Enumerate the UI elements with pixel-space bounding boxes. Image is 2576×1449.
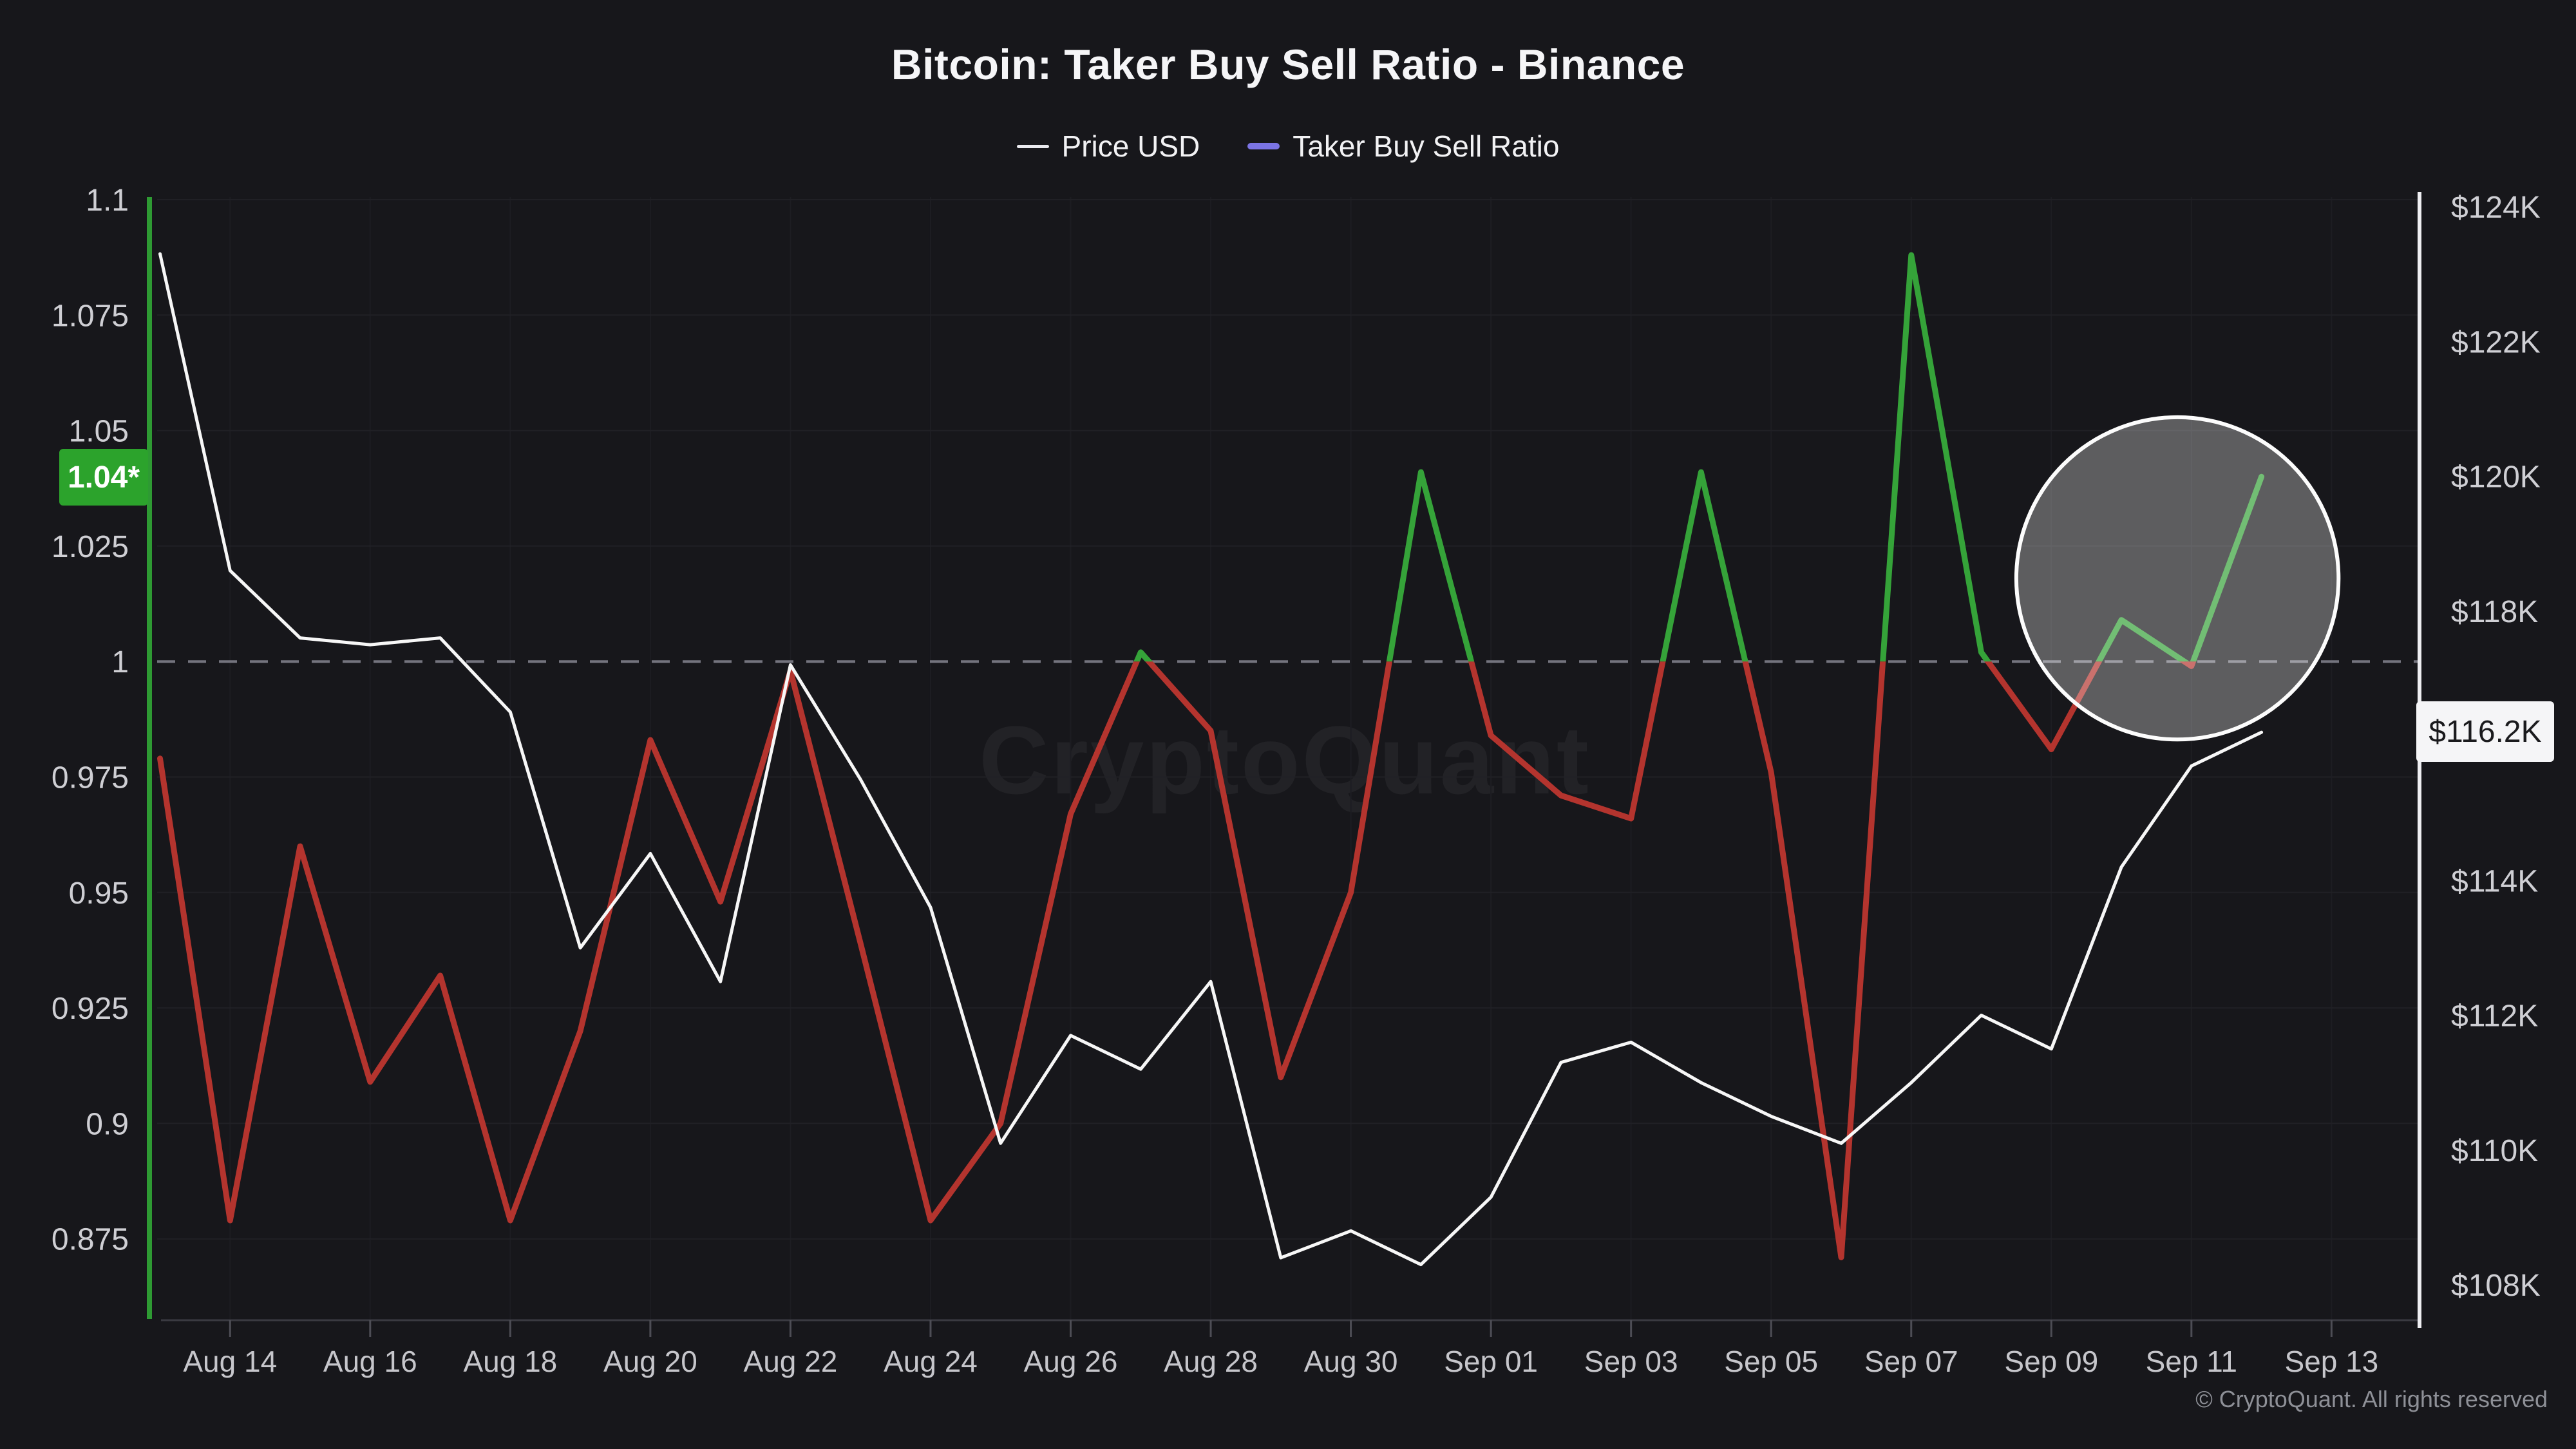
chart-title: Bitcoin: Taker Buy Sell Ratio - Binance <box>891 41 1685 88</box>
x-axis-tick-label: Sep 09 <box>2004 1345 2098 1378</box>
x-axis-tick-label: Aug 22 <box>744 1345 838 1378</box>
ratio-current-value-badge: 1.04* <box>59 449 148 506</box>
x-axis-tick-label: Aug 14 <box>183 1345 277 1378</box>
left-axis-tick-label: 1.1 <box>86 184 129 218</box>
left-axis-tick-label: 1.025 <box>52 530 129 564</box>
left-axis-tick-label: 1 <box>111 645 129 679</box>
x-axis-tick-label: Aug 24 <box>884 1345 978 1378</box>
x-axis-tick-label: Sep 11 <box>2146 1345 2237 1378</box>
right-axis-tick-label: $110K <box>2451 1134 2538 1168</box>
x-axis-tick-label: Aug 18 <box>463 1345 557 1378</box>
legend-label-ratio: Taker Buy Sell Ratio <box>1293 129 1560 163</box>
copyright-text: © CryptoQuant. All rights reserved <box>2195 1386 2548 1412</box>
right-axis-tick-label: $114K <box>2451 864 2538 898</box>
ratio-line-below <box>157 661 2197 1260</box>
left-axis-tick-label: 0.875 <box>52 1223 129 1257</box>
legend-label-price: Price USD <box>1061 129 1200 163</box>
right-axis-tick-label: $122K <box>2451 325 2541 359</box>
x-axis-tick-label: Aug 30 <box>1304 1345 1398 1378</box>
left-axis-tick-label: 0.95 <box>69 876 129 911</box>
right-axis-tick-label: $124K <box>2451 191 2541 225</box>
legend-item-ratio[interactable]: Taker Buy Sell Ratio <box>1247 129 1559 164</box>
x-axis-tick-label: Aug 20 <box>603 1345 697 1378</box>
right-axis-tick-label: $120K <box>2451 460 2541 495</box>
legend-item-price[interactable]: Price USD <box>1016 129 1200 164</box>
left-axis-tick-label: 0.9 <box>86 1107 129 1141</box>
x-axis-tick-label: Aug 16 <box>323 1345 417 1378</box>
x-axis-tick-label: Sep 01 <box>1444 1345 1538 1378</box>
ratio-line-swatch-icon <box>1247 143 1280 149</box>
right-axis-tick-label: $112K <box>2451 999 2538 1034</box>
price-line-swatch-icon <box>1016 144 1049 148</box>
x-axis-tick-label: Sep 05 <box>1724 1345 1818 1378</box>
highlight-circle-annotation <box>2014 415 2341 742</box>
legend: Price USD Taker Buy Sell Ratio <box>0 124 2576 169</box>
ratio-line-above <box>1133 252 2265 662</box>
left-axis-tick-label: 0.925 <box>52 992 129 1026</box>
right-axis-tick-label: $118K <box>2451 595 2538 629</box>
price-line <box>158 252 2264 1267</box>
price-current-value-badge: $116.2K <box>2416 701 2554 762</box>
x-axis-tick-label: Aug 28 <box>1164 1345 1258 1378</box>
x-axis-tick-label: Sep 03 <box>1584 1345 1678 1378</box>
x-axis-tick-label: Sep 13 <box>2284 1345 2378 1378</box>
x-axis-tick-label: Sep 07 <box>1864 1345 1958 1378</box>
left-axis-tick-label: 0.975 <box>52 761 129 795</box>
left-axis-tick-label: 1.075 <box>52 299 129 333</box>
x-axis-tick-label: Aug 26 <box>1024 1345 1118 1378</box>
left-axis-tick-label: 1.05 <box>69 415 129 449</box>
right-axis-tick-label: $108K <box>2451 1269 2541 1303</box>
